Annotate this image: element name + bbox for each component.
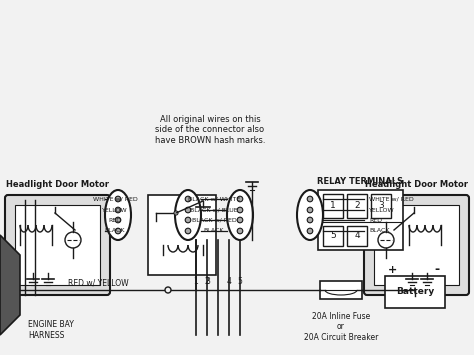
Text: RED w/ YELLOW: RED w/ YELLOW	[68, 279, 128, 288]
Ellipse shape	[175, 190, 201, 240]
Bar	[347, 226, 367, 246]
Circle shape	[115, 228, 121, 234]
Bar	[323, 226, 343, 246]
Circle shape	[185, 217, 191, 223]
Text: BLACK: BLACK	[105, 229, 125, 234]
Text: BLACK: BLACK	[204, 229, 224, 234]
Text: Headlight Door Motor: Headlight Door Motor	[365, 180, 468, 189]
Text: 5: 5	[237, 278, 242, 286]
Text: ENGINE BAY
HARNESS: ENGINE BAY HARNESS	[28, 320, 74, 340]
Circle shape	[378, 232, 394, 248]
Ellipse shape	[227, 190, 253, 240]
Text: 3: 3	[206, 278, 210, 286]
Text: WHITE w/ RED: WHITE w/ RED	[92, 197, 137, 202]
Ellipse shape	[105, 190, 131, 240]
Circle shape	[115, 207, 121, 213]
Text: BLACK: BLACK	[369, 229, 390, 234]
Text: RED: RED	[109, 218, 121, 223]
Text: BLACK w/ WHITE: BLACK w/ WHITE	[188, 197, 240, 202]
Text: 20A Inline Fuse
or
20A Circuit Breaker: 20A Inline Fuse or 20A Circuit Breaker	[304, 312, 378, 342]
Text: 1: 1	[193, 278, 199, 286]
Bar	[347, 194, 367, 218]
Text: 4: 4	[354, 231, 360, 240]
Text: +: +	[388, 265, 398, 275]
Text: WHITE w/ RED: WHITE w/ RED	[369, 197, 414, 202]
Circle shape	[185, 196, 191, 202]
Polygon shape	[0, 235, 20, 335]
Circle shape	[307, 228, 313, 234]
Bar	[385, 276, 445, 308]
Circle shape	[185, 228, 191, 234]
Text: 3: 3	[378, 202, 384, 211]
Text: BLACK w/ BLUE: BLACK w/ BLUE	[190, 208, 238, 213]
Text: RED: RED	[369, 218, 382, 223]
Ellipse shape	[297, 190, 323, 240]
Bar	[148, 195, 216, 275]
Circle shape	[65, 232, 81, 248]
Text: Headlight Door Motor: Headlight Door Motor	[6, 180, 109, 189]
Bar	[374, 205, 459, 285]
Text: YELLOW: YELLOW	[369, 208, 395, 213]
Bar	[15, 205, 100, 285]
Text: 1: 1	[330, 202, 336, 211]
Text: 2: 2	[205, 278, 210, 286]
FancyBboxPatch shape	[364, 195, 469, 295]
Text: -: -	[435, 263, 439, 277]
Text: 2: 2	[354, 202, 360, 211]
Text: Battery: Battery	[396, 288, 434, 296]
Bar	[323, 194, 343, 218]
Circle shape	[174, 211, 178, 215]
Circle shape	[237, 228, 243, 234]
Circle shape	[115, 196, 121, 202]
Bar	[318, 190, 403, 250]
FancyBboxPatch shape	[5, 195, 110, 295]
Text: All original wires on this
side of the connector also
have BROWN hash marks.: All original wires on this side of the c…	[155, 115, 265, 145]
Text: RELAY TERMINALS: RELAY TERMINALS	[317, 178, 403, 186]
Text: 5: 5	[330, 231, 336, 240]
Circle shape	[237, 217, 243, 223]
Circle shape	[115, 217, 121, 223]
Circle shape	[307, 207, 313, 213]
Bar	[371, 194, 391, 218]
Circle shape	[307, 217, 313, 223]
Text: YELLOW: YELLOW	[102, 208, 128, 213]
Circle shape	[237, 207, 243, 213]
Text: 4: 4	[227, 278, 231, 286]
Circle shape	[185, 207, 191, 213]
Circle shape	[165, 287, 171, 293]
Text: BLACK w/ RED: BLACK w/ RED	[191, 218, 237, 223]
Circle shape	[237, 196, 243, 202]
Circle shape	[307, 196, 313, 202]
Bar	[320, 281, 362, 299]
